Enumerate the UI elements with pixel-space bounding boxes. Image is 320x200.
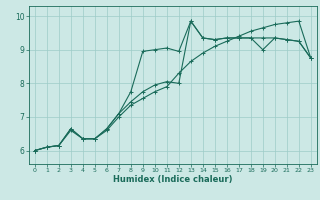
X-axis label: Humidex (Indice chaleur): Humidex (Indice chaleur) bbox=[113, 175, 233, 184]
